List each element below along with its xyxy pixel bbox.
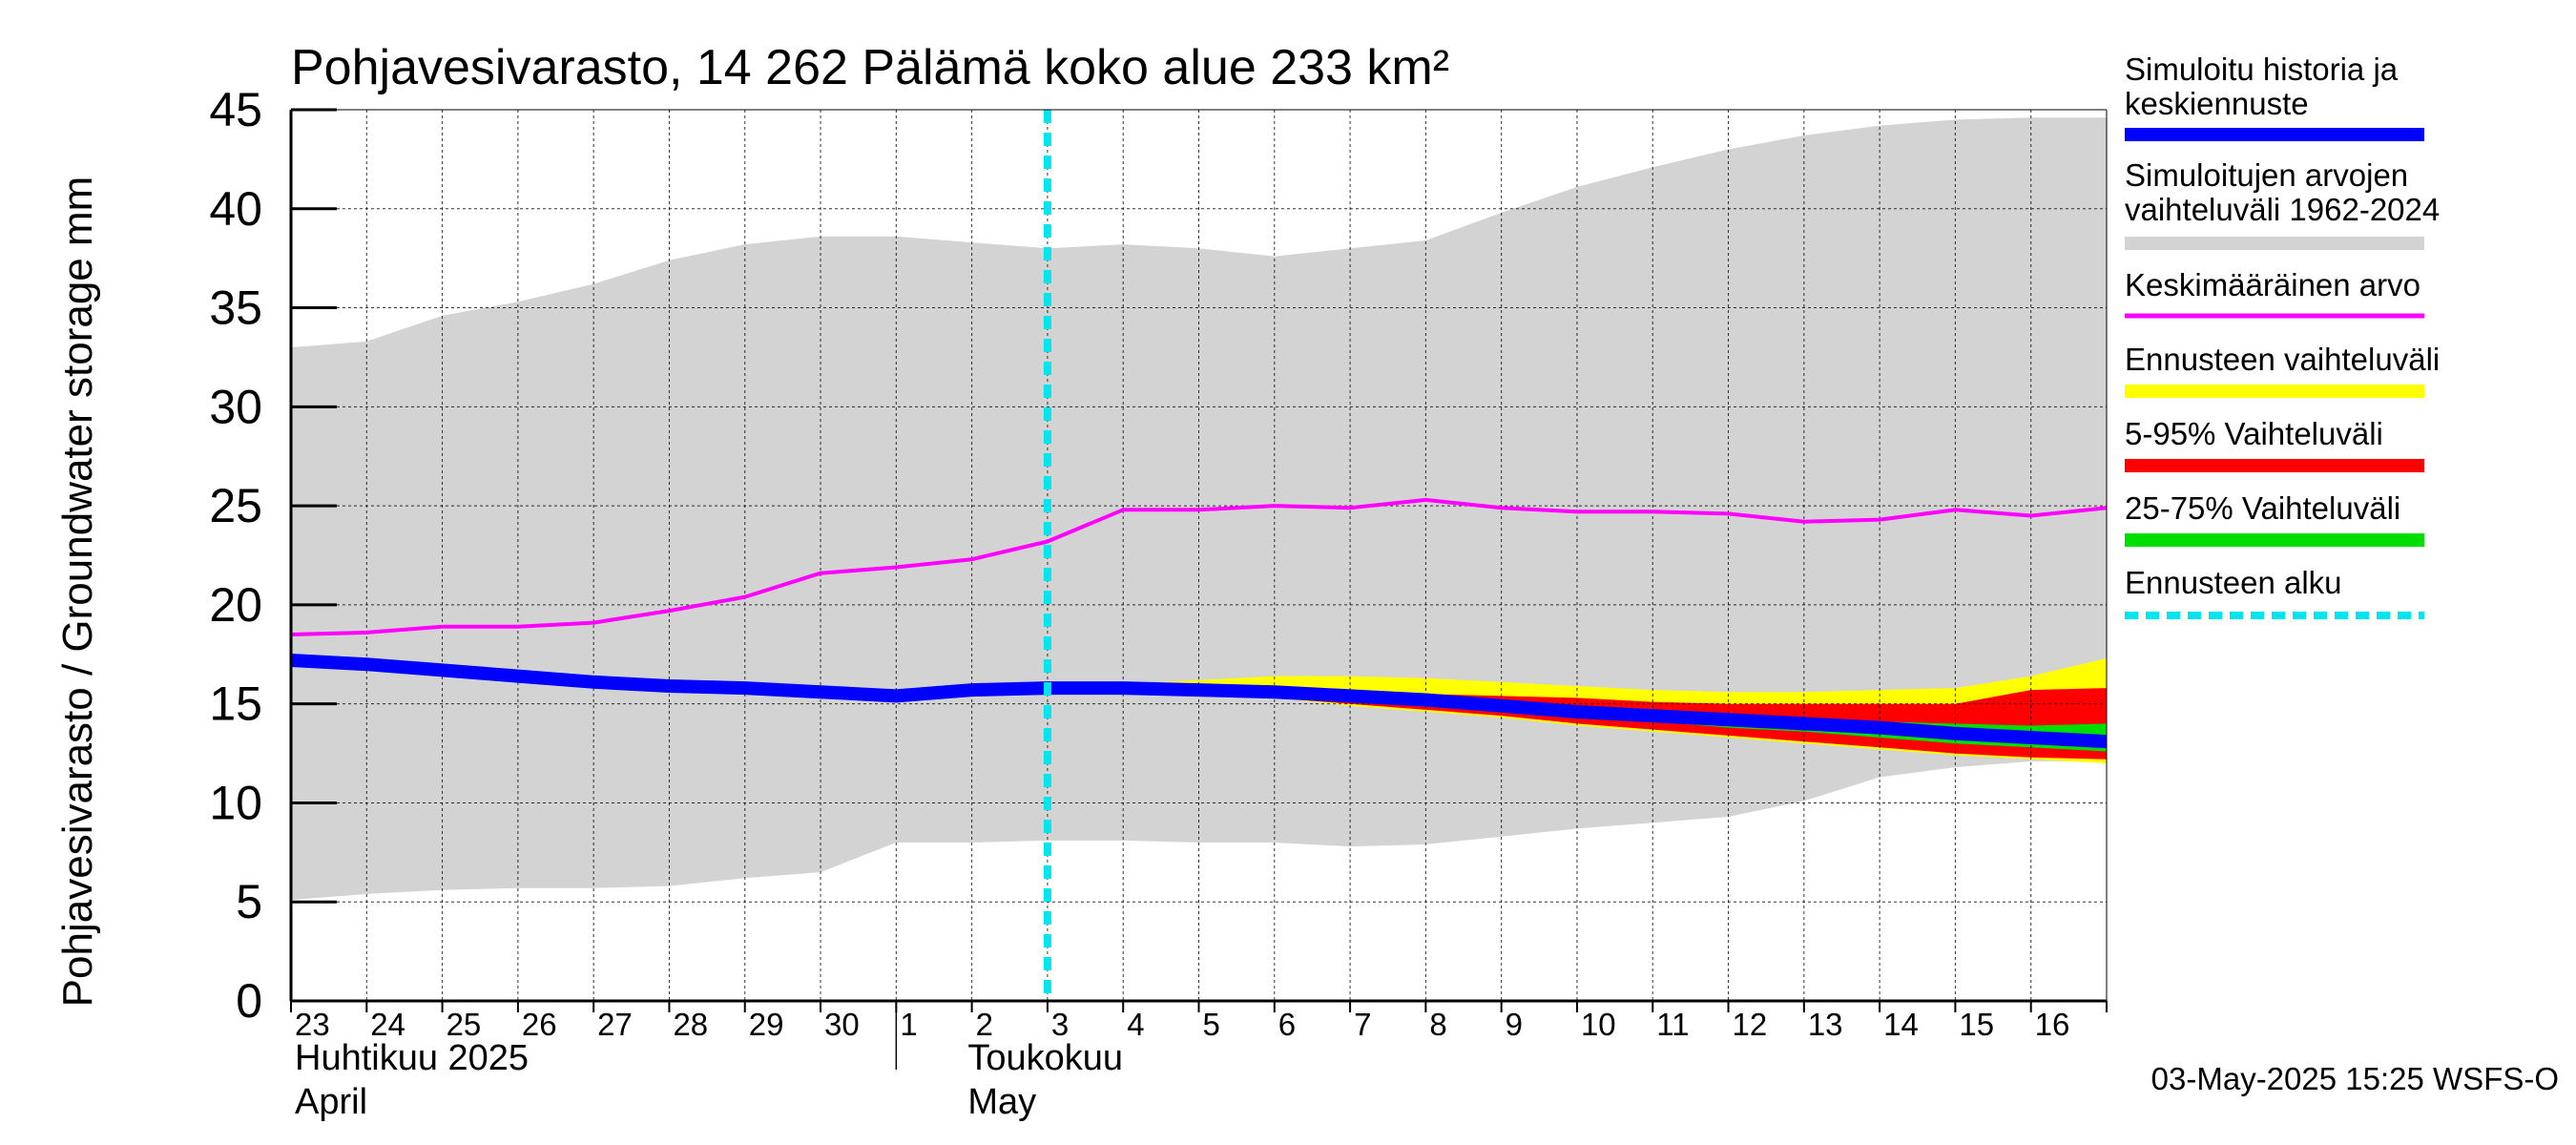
x-tick-label: 6 [1278, 1007, 1296, 1042]
legend-label: Simuloitujen arvojen [2125, 157, 2408, 193]
series-line-simulated [290, 654, 2108, 749]
x-tick-label: 29 [749, 1007, 784, 1042]
x-tick-label: 28 [673, 1007, 708, 1042]
y-tick-label: 45 [209, 83, 262, 136]
plot-area [290, 109, 2108, 1001]
x-tick-label: 4 [1127, 1007, 1144, 1042]
x-tick-label: 23 [295, 1007, 330, 1042]
y-tick-label: 0 [236, 974, 262, 1028]
legend-label: Keskimääräinen arvo [2125, 267, 2420, 302]
legend-label: Ennusteen vaihteluväli [2125, 342, 2440, 377]
month-label-fi: Toukokuu [967, 1038, 1123, 1078]
x-tick-label: 16 [2035, 1007, 2070, 1042]
y-tick-label: 30 [209, 380, 262, 433]
x-tick-label: 24 [370, 1007, 405, 1042]
y-tick-label: 25 [209, 479, 262, 532]
x-tick-label: 2 [976, 1007, 993, 1042]
x-tick-label: 8 [1429, 1007, 1446, 1042]
x-tick-label: 5 [1203, 1007, 1220, 1042]
legend-label: keskiennuste [2125, 86, 2309, 121]
month-label-en: April [295, 1082, 367, 1122]
series-line-mean [290, 497, 2108, 636]
x-tick-label: 15 [1959, 1007, 1994, 1042]
y-tick-label: 15 [209, 677, 262, 731]
y-axis-label: Pohjavesivarasto / Groundwater storage m… [54, 177, 101, 1008]
forecast-band-green [1047, 688, 2107, 752]
month-label-fi: Huhtikuu 2025 [295, 1038, 529, 1078]
x-tick-label: 10 [1581, 1007, 1616, 1042]
x-tick-label: 25 [447, 1007, 482, 1042]
month-label-en: May [967, 1082, 1036, 1122]
x-tick-label: 9 [1506, 1007, 1523, 1042]
x-tick-label: 7 [1354, 1007, 1371, 1042]
legend-label: vaihteluväli 1962-2024 [2125, 192, 2440, 227]
y-tick-label: 10 [209, 776, 262, 829]
legend-label: 25-75% Vaihteluväli [2125, 490, 2400, 526]
timestamp-footer: 03-May-2025 15:25 WSFS-O [2151, 1061, 2559, 1096]
y-tick-label: 35 [209, 281, 262, 335]
y-tick-label: 40 [209, 182, 262, 236]
x-tick-label: 11 [1656, 1007, 1689, 1042]
forecast-band-red [1047, 688, 2107, 760]
x-tick-label: 3 [1051, 1007, 1069, 1042]
x-tick-label: 12 [1733, 1007, 1768, 1042]
y-tick-label: 5 [236, 875, 262, 928]
legend-label: Simuloitu historia ja [2125, 52, 2399, 87]
x-tick-label: 27 [597, 1007, 633, 1042]
x-tick-label: 26 [522, 1007, 557, 1042]
x-tick-label: 30 [824, 1007, 860, 1042]
legend-label: 5-95% Vaihteluväli [2125, 416, 2383, 451]
legend-label: Ennusteen alku [2125, 565, 2342, 600]
x-tick-label: 1 [900, 1007, 917, 1042]
chart-title: Pohjavesivarasto, 14 262 Pälämä koko alu… [291, 40, 1449, 95]
x-tick-label: 14 [1883, 1007, 1919, 1042]
x-tick-label: 13 [1808, 1007, 1843, 1042]
y-tick-label: 20 [209, 578, 262, 632]
